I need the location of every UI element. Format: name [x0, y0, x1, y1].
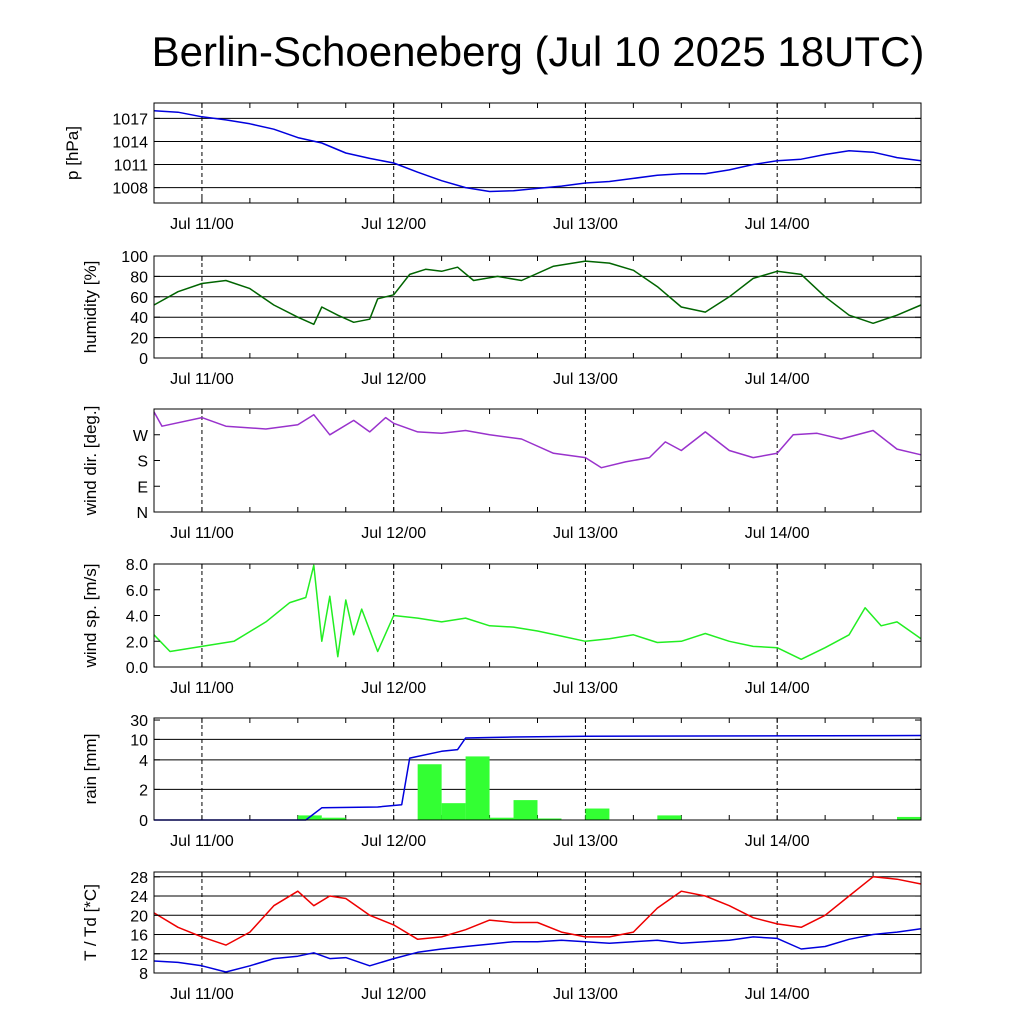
x-tick-label: Jul 11/00 — [170, 680, 234, 697]
x-tick-label: Jul 13/00 — [553, 371, 618, 388]
series-line-humidity — [153, 260, 922, 326]
y-axis-label: wind sp. [m/s] — [81, 564, 100, 669]
x-tick-label: Jul 12/00 — [361, 371, 426, 388]
series-line-pressure — [153, 109, 922, 193]
y-tick-label: N — [136, 505, 148, 522]
x-tick-label: Jul 13/00 — [553, 986, 618, 1003]
series-line-wind_dir — [153, 411, 922, 469]
y-tick-label: 28 — [130, 870, 148, 887]
rain-bar — [489, 817, 514, 820]
y-tick-label: 12 — [130, 947, 148, 964]
y-tick-label: 2 — [139, 782, 148, 799]
y-tick-label: S — [137, 454, 148, 471]
rain-bar — [321, 817, 346, 820]
y-axis-label: rain [mm] — [81, 734, 100, 805]
panel-6: 28 24 20 16 12 8 T / Td [*C] Jul 11/00 Jul 12/00… — [81, 870, 922, 1003]
rain-bar — [465, 756, 490, 820]
y-tick-label: 40 — [130, 310, 148, 327]
y-tick-label: 1011 — [114, 158, 149, 175]
series-line-dewpoint — [153, 928, 922, 973]
x-tick-label: Jul 14/00 — [745, 525, 810, 542]
x-tick-label: Jul 13/00 — [553, 680, 618, 697]
rain-bar — [441, 803, 466, 820]
panel-1: 1017 1014 1011 1008 p [hPa] Jul 11/00 Jul 12/0… — [63, 102, 922, 233]
x-tick-label: Jul 11/00 — [170, 986, 234, 1003]
y-tick-label: 0 — [139, 351, 148, 368]
y-tick-label: 1014 — [112, 134, 148, 151]
x-tick-label: Jul 12/00 — [361, 680, 426, 697]
y-tick-label: 20 — [130, 331, 148, 348]
y-tick-label: E — [137, 479, 148, 496]
y-tick-label: 2.0 — [126, 634, 148, 651]
y-tick-label: 20 — [130, 908, 148, 925]
panel-frame — [153, 717, 922, 821]
x-tick-label: Jul 14/00 — [745, 680, 810, 697]
y-tick-label: 4.0 — [126, 609, 148, 626]
y-tick-label: 1008 — [112, 181, 148, 198]
x-tick-label: Jul 14/00 — [745, 833, 810, 850]
x-tick-label: Jul 14/00 — [745, 216, 810, 233]
panel-frame — [153, 255, 922, 359]
y-axis-label: wind dir. [deg.] — [81, 406, 100, 517]
y-tick-label: 24 — [130, 889, 148, 906]
y-tick-label: 0 — [139, 813, 148, 830]
panel-frame — [153, 871, 922, 974]
rain-bar — [897, 816, 921, 820]
panel-frame — [153, 563, 922, 668]
y-tick-label: 16 — [130, 928, 148, 945]
rain-bar — [585, 808, 610, 820]
chart-title: Berlin-Schoeneberg (Jul 10 2025 18UTC) — [152, 28, 925, 75]
y-tick-label: 1017 — [112, 111, 148, 128]
x-tick-label: Jul 13/00 — [553, 525, 618, 542]
y-tick-label: 6.0 — [126, 583, 148, 600]
y-tick-label: 8 — [139, 966, 148, 983]
y-tick-label: 0.0 — [126, 660, 148, 677]
x-tick-label: Jul 12/00 — [361, 833, 426, 850]
y-axis-label: T / Td [*C] — [81, 884, 100, 961]
panel-frame — [153, 102, 922, 204]
x-tick-label: Jul 14/00 — [745, 986, 810, 1003]
x-tick-label: Jul 11/00 — [170, 371, 234, 388]
y-axis-label: humidity [%] — [81, 261, 100, 354]
rain-bar — [657, 815, 682, 820]
rain-bar — [513, 800, 538, 820]
x-tick-label: Jul 12/00 — [361, 986, 426, 1003]
x-tick-label: Jul 13/00 — [553, 216, 618, 233]
rain-bar — [537, 818, 562, 820]
series-line-temperature — [153, 876, 922, 946]
y-tick-label: 100 — [121, 249, 148, 266]
y-tick-label: 8.0 — [126, 557, 148, 574]
panel-4: 8.0 6.0 4.0 2.0 0.0 wind sp. [m/s] Jul 11/00 Ju… — [81, 557, 922, 697]
x-tick-label: Jul 14/00 — [745, 371, 810, 388]
y-tick-label: 60 — [130, 290, 148, 307]
x-tick-label: Jul 11/00 — [170, 216, 234, 233]
panel-5: 30 10 4 2 0 rain [mm] Jul 11/00 Jul 12/00 Jul 13… — [81, 713, 922, 850]
panel-2: 100 80 60 40 20 0 humidity [%] Jul 11/00 Jul 12/… — [81, 249, 922, 388]
series-line-rain_cum — [154, 734, 922, 821]
x-tick-label: Jul 11/00 — [170, 525, 234, 542]
x-tick-label: Jul 12/00 — [361, 216, 426, 233]
x-tick-label: Jul 13/00 — [553, 833, 618, 850]
y-tick-label: 80 — [130, 269, 148, 286]
series-line-wind_speed — [153, 564, 922, 661]
y-tick-label: 10 — [130, 732, 148, 749]
rain-bar — [417, 764, 442, 820]
x-tick-label: Jul 12/00 — [361, 525, 426, 542]
y-tick-label: W — [133, 428, 149, 445]
y-tick-label: 30 — [130, 713, 148, 730]
x-tick-label: Jul 11/00 — [170, 833, 234, 850]
y-tick-label: 4 — [139, 753, 148, 770]
panel-frame — [153, 408, 922, 513]
y-axis-label: p [hPa] — [63, 126, 82, 180]
